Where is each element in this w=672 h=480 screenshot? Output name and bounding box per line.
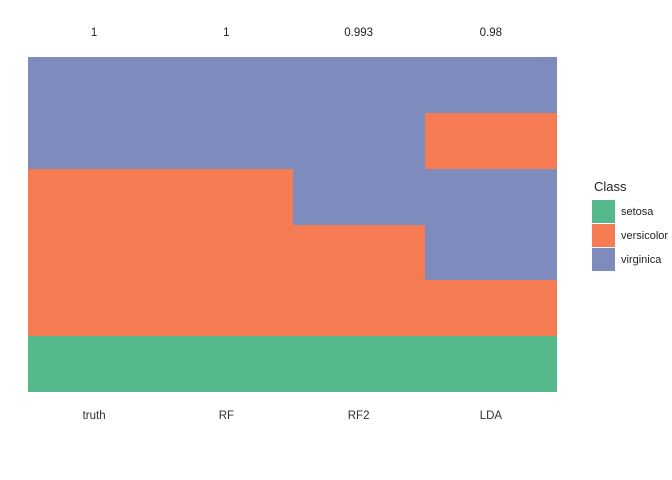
legend-entries: setosa versicolor virginica — [592, 200, 672, 271]
legend-label-virginica: virginica — [621, 253, 662, 266]
accuracy-labels-row: 1 1 0.993 0.98 — [28, 26, 557, 40]
segment-setosa — [28, 336, 161, 392]
segment-virginica — [424, 57, 557, 113]
plot-panel — [28, 57, 557, 392]
legend-entry-versicolor: versicolor — [592, 224, 672, 247]
segment-versicolor — [424, 112, 557, 169]
legend-swatch-virginica — [592, 248, 615, 271]
segment-virginica — [292, 57, 425, 225]
legend-entry-setosa: setosa — [592, 200, 672, 223]
segment-virginica — [28, 57, 161, 169]
column-RF2 — [292, 57, 425, 392]
segment-virginica — [160, 57, 293, 169]
x-axis-labels-row: truth RF RF2 LDA — [28, 409, 557, 423]
column-LDA — [424, 57, 557, 392]
legend-swatch-versicolor — [592, 224, 615, 247]
legend-swatch-setosa — [592, 200, 615, 223]
segment-versicolor — [160, 168, 293, 337]
segment-versicolor — [28, 168, 161, 337]
segment-setosa — [160, 336, 293, 392]
segment-setosa — [292, 336, 425, 392]
accuracy-label-LDA: 0.98 — [479, 27, 503, 39]
segment-versicolor — [424, 280, 557, 337]
column-RF — [160, 57, 293, 392]
legend-label-versicolor: versicolor — [621, 229, 669, 242]
legend-entry-virginica: virginica — [592, 248, 672, 271]
column-truth — [28, 57, 161, 392]
accuracy-label-truth: 1 — [90, 27, 98, 39]
x-axis-label-RF: RF — [218, 410, 235, 422]
accuracy-label-RF: 1 — [223, 27, 230, 39]
x-axis-label-truth: truth — [82, 410, 106, 422]
legend-label-setosa: setosa — [621, 205, 654, 218]
legend-title: Class — [594, 179, 627, 194]
segment-setosa — [424, 336, 557, 392]
accuracy-label-RF2: 0.993 — [344, 27, 374, 39]
segment-versicolor — [292, 224, 425, 337]
x-axis-label-RF2: RF2 — [347, 410, 370, 422]
segment-virginica — [424, 168, 557, 281]
legend: Class setosa versicolor virginica — [592, 180, 672, 272]
x-axis-label-LDA: LDA — [479, 410, 503, 422]
